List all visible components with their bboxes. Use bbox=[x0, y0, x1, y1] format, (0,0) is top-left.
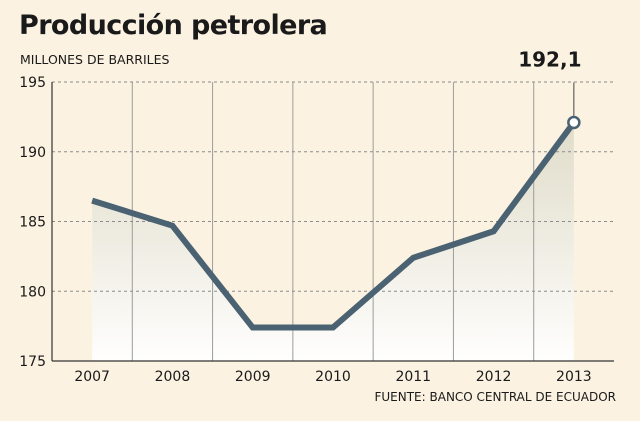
x-tick-label: 2011 bbox=[395, 369, 431, 385]
source-note: FUENTE: BANCO CENTRAL DE ECUADOR bbox=[374, 390, 616, 404]
x-tick-label: 2010 bbox=[315, 369, 351, 385]
y-tick-label: 185 bbox=[19, 215, 46, 231]
highlight-marker bbox=[567, 115, 581, 130]
y-axis-unit-label: MILLONES DE BARRILES bbox=[20, 52, 170, 67]
x-tick-label: 2013 bbox=[556, 369, 592, 385]
series-line bbox=[91, 120, 577, 331]
x-tick-label: 2007 bbox=[74, 369, 110, 385]
y-tick-label: 195 bbox=[19, 75, 46, 91]
y-tick-label: 175 bbox=[19, 354, 46, 370]
chart-title: Producción petrolera bbox=[19, 10, 328, 41]
x-tick-label: 2008 bbox=[155, 369, 191, 385]
y-tick-label: 180 bbox=[19, 284, 46, 300]
y-tick-label: 190 bbox=[19, 145, 46, 161]
annotation-label: 192,1 bbox=[518, 47, 581, 71]
x-tick-label: 2009 bbox=[235, 369, 271, 385]
x-tick-label: 2012 bbox=[476, 369, 512, 385]
